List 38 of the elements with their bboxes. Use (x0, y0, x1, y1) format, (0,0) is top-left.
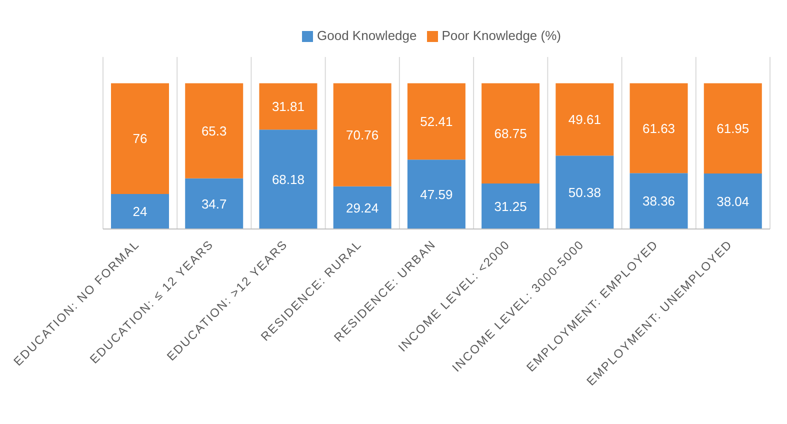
data-label: 47.59 (420, 186, 453, 202)
bar (556, 156, 614, 229)
bar (333, 83, 392, 186)
bar (407, 83, 466, 160)
data-label: 34.7 (201, 196, 227, 212)
data-label: 61.63 (642, 120, 676, 136)
data-label: 38.36 (642, 194, 676, 209)
data-label: 68.18 (272, 172, 304, 187)
data-label: 70.76 (346, 127, 379, 142)
bar (259, 130, 318, 229)
bar (185, 178, 244, 229)
data-label: 38.04 (716, 194, 750, 209)
bar (704, 174, 762, 229)
bar (556, 83, 614, 156)
bar (704, 83, 762, 174)
bar (185, 83, 244, 178)
bar (630, 83, 688, 174)
bar (630, 173, 688, 229)
bar (482, 83, 540, 184)
data-label: 29.24 (346, 200, 379, 216)
data-label: 31.81 (272, 99, 304, 114)
bar (111, 83, 169, 194)
data-label: 65.3 (201, 123, 227, 138)
bar (333, 186, 392, 229)
data-label: 68.75 (494, 126, 527, 141)
data-label: 24 (132, 204, 148, 220)
data-label: 50.38 (568, 184, 601, 200)
data-label: 52.41 (420, 114, 453, 130)
legend-label: Poor Knowledge (%) (442, 28, 561, 43)
data-label: 61.95 (716, 121, 750, 136)
data-label: 31.25 (494, 198, 527, 214)
bar (111, 194, 169, 229)
data-label: 76 (132, 131, 148, 146)
bar (407, 160, 466, 229)
bar (259, 83, 318, 130)
legend-label: Good Knowledge (317, 28, 417, 43)
bar (482, 183, 540, 229)
data-label: 49.61 (568, 112, 601, 128)
